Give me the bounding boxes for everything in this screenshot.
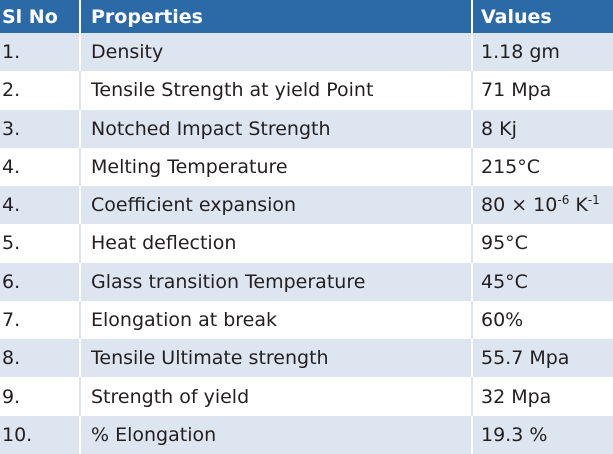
header-row: Sl No Properties Values: [0, 0, 613, 33]
table-cell: 45°C: [472, 262, 613, 301]
cell-text: K: [569, 194, 588, 217]
table-cell: 3.: [0, 109, 81, 148]
table-cell: Heat deflection: [80, 224, 473, 263]
superscript: -6: [557, 193, 570, 208]
table-row: 8. Tensile Ultimate strength 55.7 Mpa: [0, 339, 613, 378]
table-cell: 6.: [0, 262, 81, 301]
header-cell: Values: [472, 0, 613, 33]
table-cell: Coefficient expansion: [80, 186, 473, 225]
table-row: 2. Tensile Strength at yield Point 71 Mpa: [0, 71, 613, 110]
header-cell: Properties: [80, 0, 473, 33]
table-row: 4. Melting Temperature 215°C: [0, 147, 613, 187]
header-cell: Sl No: [0, 0, 81, 33]
table-cell: 55.7 Mpa: [472, 339, 613, 378]
table-cell: Notched Impact Strength: [80, 109, 473, 148]
table-row: 10.% Elongation 19.3 %: [0, 415, 613, 454]
cell-text: 80 × 10: [481, 194, 558, 217]
table-row: 5. Heat deflection 95°C: [0, 224, 613, 263]
table-cell: 60%: [472, 300, 613, 340]
table-cell: Elongation at break: [80, 300, 473, 340]
table-row: 7. Elongation at break 60%: [0, 300, 613, 340]
table-cell: 95°C: [472, 224, 613, 263]
table-row: 9. Strength of yield 32 Mpa: [0, 377, 613, 416]
table-cell: 10.: [0, 415, 81, 454]
table-cell: 1.18 gm: [472, 33, 613, 72]
table-cell: 215°C: [472, 147, 613, 187]
table-cell: 2.: [0, 71, 81, 110]
table-cell: Glass transition Temperature: [80, 262, 473, 301]
table-cell: 5.: [0, 224, 81, 263]
table-cell: 8.: [0, 339, 81, 378]
table-cell: 80 × 10-6 K-1: [472, 186, 613, 225]
table-row: 3. Notched Impact Strength 8 Kj: [0, 109, 613, 148]
table-cell: 7.: [0, 300, 81, 340]
table-cell: Melting Temperature: [80, 147, 473, 187]
table-cell: Tensile Strength at yield Point: [80, 71, 473, 110]
table-cell: 71 Mpa: [472, 71, 613, 110]
table-cell: Density: [80, 33, 473, 72]
table-cell: 4.: [0, 186, 81, 225]
table-row: 4. Coefficient expansion 80 × 10-6 K-1: [0, 186, 613, 225]
table-cell: 32 Mpa: [472, 377, 613, 416]
superscript: -1: [587, 193, 600, 208]
table-cell: Tensile Ultimate strength: [80, 339, 473, 378]
table-cell: Strength of yield: [80, 377, 473, 416]
table-row: 1. Density 1.18 gm: [0, 33, 613, 72]
table-row: 6. Glass transition Temperature 45°C: [0, 262, 613, 301]
table-body: 1. Density 1.18 gm 2. Tensile Strength at yi…: [0, 33, 613, 454]
table-cell: 9.: [0, 377, 81, 416]
table-cell: 4.: [0, 147, 81, 187]
table-cell: 1.: [0, 33, 81, 72]
table-cell: 8 Kj: [472, 109, 613, 148]
table-cell: % Elongation: [80, 415, 473, 454]
table-cell: 19.3 %: [472, 415, 613, 454]
